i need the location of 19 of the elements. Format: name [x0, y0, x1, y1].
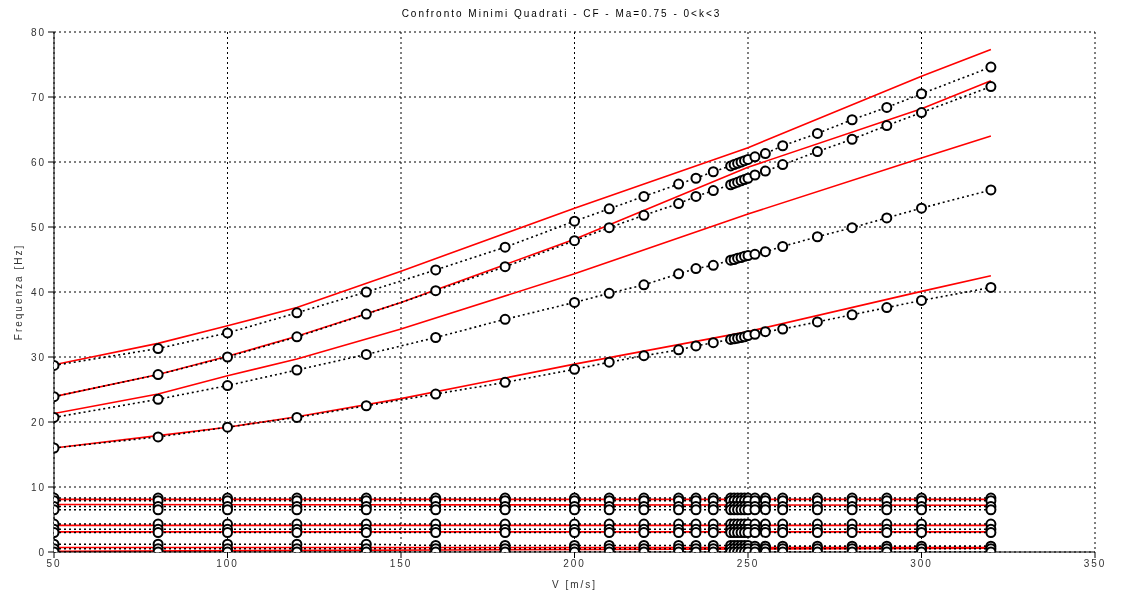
- y-tick-label: 80: [30, 26, 46, 38]
- y-axis-title: Frequenza [Hz]: [12, 243, 24, 341]
- y-tick-label: 10: [30, 481, 46, 493]
- x-tick-label: 250: [736, 558, 760, 570]
- x-tick-label: 200: [563, 558, 586, 570]
- y-tick-label: 0: [38, 546, 46, 558]
- y-tick-label: 30: [30, 351, 46, 363]
- chart-title: Confronto Minimi Quadrati - CF - Ma=0.75 - 0<k<3: [400, 8, 723, 21]
- x-tick-label: 150: [389, 558, 413, 570]
- y-tick-label: 20: [30, 416, 46, 428]
- x-tick-label: 350: [1083, 558, 1107, 570]
- x-tick-label: 300: [910, 558, 933, 570]
- y-tick-label: 60: [30, 156, 46, 168]
- y-tick-label: 50: [30, 221, 46, 233]
- x-axis-title: V [m/s]: [551, 579, 598, 590]
- y-tick-label: 70: [30, 91, 46, 103]
- x-tick-label: 100: [216, 558, 239, 570]
- y-tick-label: 40: [30, 286, 46, 298]
- x-tick-label: 50: [46, 558, 62, 570]
